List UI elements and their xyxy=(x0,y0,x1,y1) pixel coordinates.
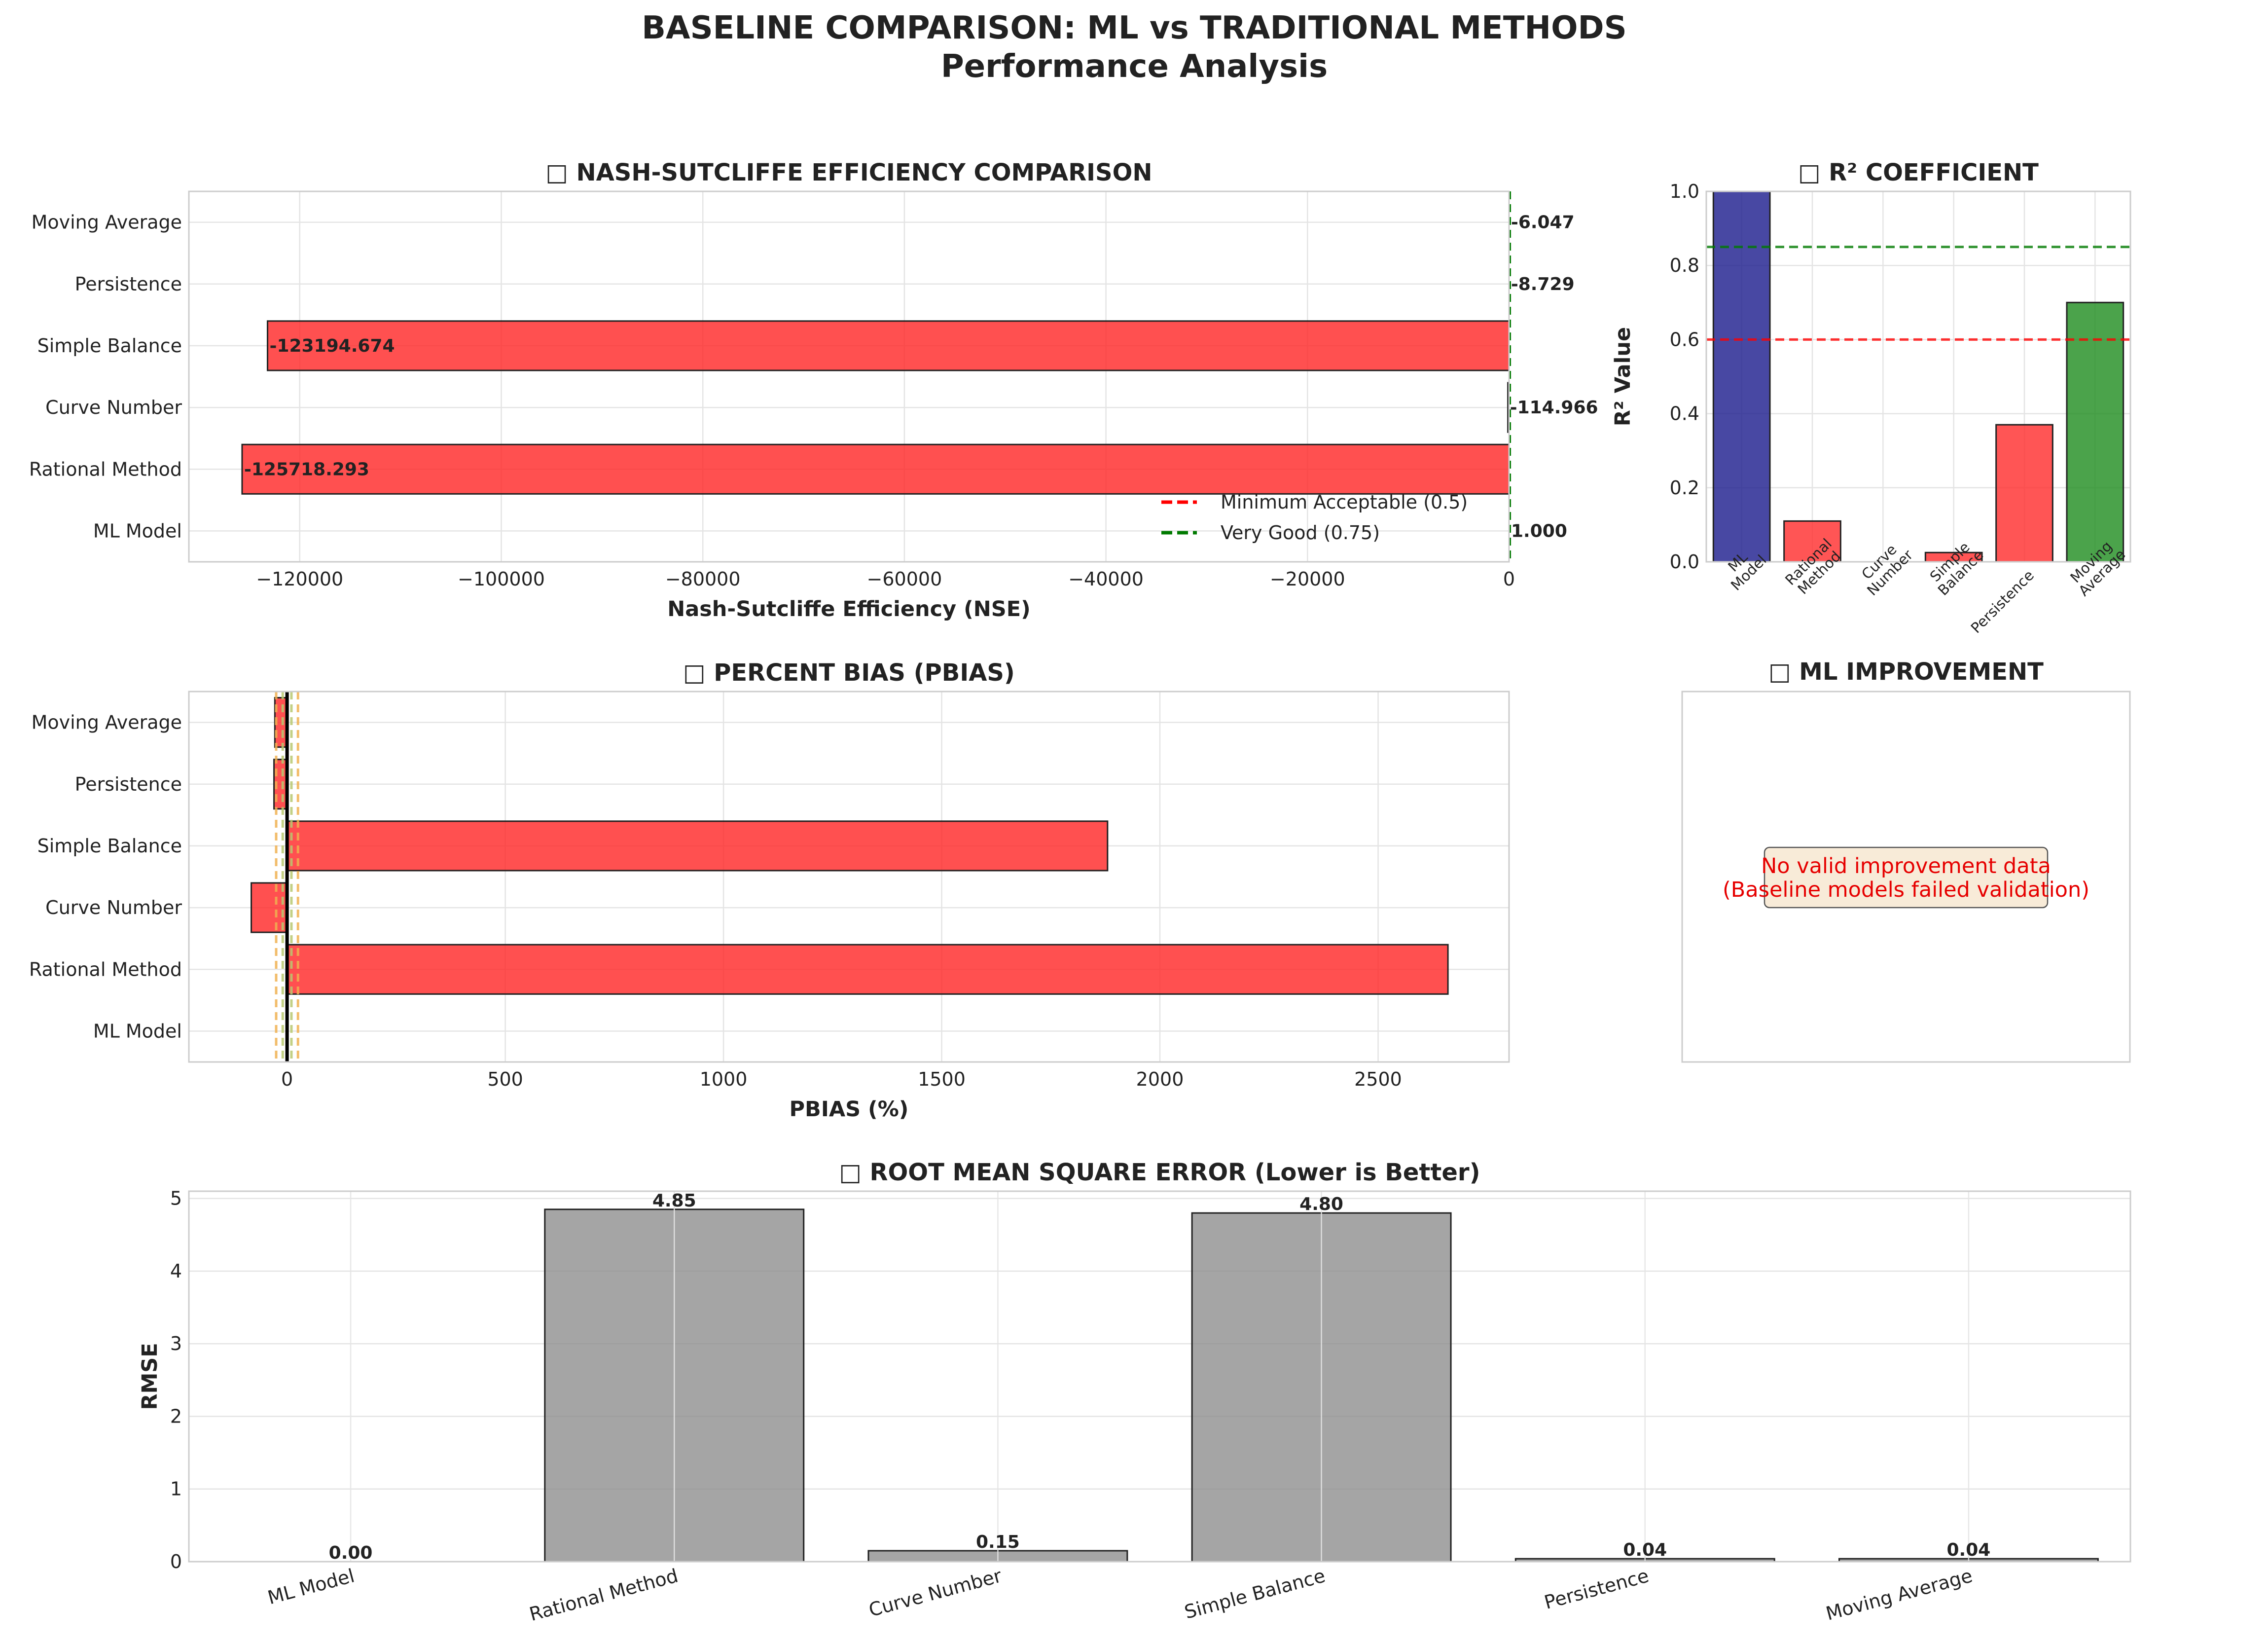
pbias-xlabel: PBIAS (%) xyxy=(790,1097,909,1122)
rmse-ytick-label: 0 xyxy=(170,1551,182,1572)
improvement-panel: □ ML IMPROVEMENT No valid improvement da… xyxy=(1681,658,2131,1063)
r2-bar-4 xyxy=(1995,424,2053,563)
nse-panel: □ NASH-SUTCLIFFE EFFICIENCY COMPARISON −1… xyxy=(29,159,1598,621)
figure-title: BASELINE COMPARISON: ML vs TRADITIONAL M… xyxy=(642,10,1626,46)
improvement-frame xyxy=(1681,691,2131,1063)
rmse-ytick-label: 3 xyxy=(170,1333,182,1354)
nse-xtick-label: −40000 xyxy=(1068,568,1144,590)
r2-ytick-label: 0.4 xyxy=(1670,403,1699,425)
pbias-ytick-label: ML Model xyxy=(93,1020,182,1042)
r2-bar-0 xyxy=(1712,190,1771,563)
rmse-xtick-label: Moving Average xyxy=(1824,1565,1975,1625)
pbias-title: □ PERCENT BIAS (PBIAS) xyxy=(683,659,1015,687)
improvement-message-line2: (Baseline models failed validation) xyxy=(1723,877,2089,902)
rmse-value-label: 0.15 xyxy=(976,1532,1020,1552)
nse-xtick-label: −100000 xyxy=(458,568,545,590)
rmse-ytick-label: 5 xyxy=(170,1188,182,1209)
nse-value-label: -6.047 xyxy=(1511,213,1575,233)
nse-legend-label-1: Very Good (0.75) xyxy=(1221,522,1380,544)
rmse-title: □ ROOT MEAN SQUARE ERROR (Lower is Bette… xyxy=(839,1159,1480,1186)
pbias-ytick-label: Simple Balance xyxy=(37,835,182,857)
r2-ytick-label: 0.8 xyxy=(1670,255,1699,276)
nse-ytick-label: ML Model xyxy=(93,520,182,542)
pbias-ytick-label: Persistence xyxy=(75,773,182,795)
rmse-ylabel: RMSE xyxy=(138,1343,162,1410)
pbias-xtick-label: 2500 xyxy=(1354,1068,1402,1090)
nse-value-label: -123194.674 xyxy=(270,336,395,356)
r2-bar-5 xyxy=(2066,301,2124,563)
rmse-xtick-label: ML Model xyxy=(265,1565,357,1608)
nse-bar-3 xyxy=(267,320,1510,371)
r2-title: □ R² COEFFICIENT xyxy=(1798,159,2039,186)
nse-xtick-label: −80000 xyxy=(665,568,741,590)
rmse-value-label: 0.00 xyxy=(329,1543,373,1563)
rmse-frame xyxy=(188,1190,2131,1563)
nse-ytick-label: Rational Method xyxy=(29,458,182,480)
pbias-ytick-label: Curve Number xyxy=(45,897,182,918)
nse-title: □ NASH-SUTCLIFFE EFFICIENCY COMPARISON xyxy=(545,159,1152,186)
rmse-value-label: 0.04 xyxy=(1947,1540,1991,1560)
pbias-xtick-label: 1000 xyxy=(700,1068,748,1090)
pbias-panel: □ PERCENT BIAS (PBIAS) 0 500 1000 1500 2000 25… xyxy=(29,659,1510,1122)
rmse-xtick-label: Curve Number xyxy=(866,1565,1004,1621)
nse-ytick-label: Simple Balance xyxy=(37,335,182,357)
r2-ytick-label: 0.2 xyxy=(1670,477,1699,499)
nse-value-label: 1.000 xyxy=(1511,521,1567,541)
rmse-ytick-label: 2 xyxy=(170,1405,182,1427)
nse-xtick-label: −120000 xyxy=(256,568,343,590)
rmse-ytick-label: 4 xyxy=(170,1260,182,1282)
pbias-bar-3 xyxy=(286,820,1109,872)
pbias-xtick-label: 500 xyxy=(487,1068,523,1090)
nse-xtick-label: 0 xyxy=(1503,568,1515,590)
nse-value-label: -8.729 xyxy=(1511,274,1575,294)
pbias-bar-2 xyxy=(251,882,288,933)
pbias-ytick-label: Rational Method xyxy=(29,958,182,980)
r2-ylabel: R² Value xyxy=(1611,327,1635,426)
improvement-title: □ ML IMPROVEMENT xyxy=(1768,658,2044,686)
r2-ytick-label: 0.0 xyxy=(1670,551,1699,573)
nse-value-label: -114.966 xyxy=(1510,398,1598,418)
r2-xtick-label: CurveNumber xyxy=(1853,536,1916,599)
pbias-xtick-label: 2000 xyxy=(1136,1068,1184,1090)
nse-value-label: -125718.293 xyxy=(244,459,369,479)
r2-xtick-label: SimpleBalance xyxy=(1924,536,1987,599)
pbias-frame xyxy=(188,691,1510,1063)
nse-ytick-label: Curve Number xyxy=(45,397,182,418)
nse-legend-label-0: Minimum Acceptable (0.5) xyxy=(1221,491,1468,513)
nse-frame xyxy=(188,190,1510,563)
r2-frame xyxy=(1705,190,2131,563)
r2-ytick-label: 0.6 xyxy=(1670,329,1699,350)
nse-xtick-label: −20000 xyxy=(1270,568,1345,590)
improvement-message-line1: No valid improvement data xyxy=(1761,854,2051,878)
r2-xtick-label-line: Persistence xyxy=(1968,567,2037,636)
r2-xtick-label: Persistence xyxy=(1968,567,2037,636)
pbias-xtick-label: 1500 xyxy=(918,1068,966,1090)
rmse-xtick-label: Persistence xyxy=(1542,1565,1651,1613)
rmse-value-label: 4.80 xyxy=(1299,1194,1343,1214)
rmse-xtick-label: Simple Balance xyxy=(1182,1565,1328,1623)
nse-ytick-label: Persistence xyxy=(75,273,182,295)
rmse-value-label: 0.04 xyxy=(1623,1540,1667,1560)
rmse-panel: □ ROOT MEAN SQUARE ERROR (Lower is Bette… xyxy=(138,1159,2131,1625)
nse-xtick-label: −60000 xyxy=(867,568,942,590)
pbias-bar-1 xyxy=(286,944,1449,995)
nse-xlabel: Nash-Sutcliffe Efficiency (NSE) xyxy=(667,597,1031,621)
pbias-xtick-label: 0 xyxy=(281,1068,293,1090)
nse-ytick-label: Moving Average xyxy=(32,212,182,233)
figure-subtitle: Performance Analysis xyxy=(941,48,1328,85)
r2-bar-1 xyxy=(1783,520,1841,563)
pbias-ytick-label: Moving Average xyxy=(32,712,182,733)
r2-panel: □ R² COEFFICIENT0.00.20.40.60.81.0MLMode… xyxy=(1611,159,2131,636)
improvement-message-box xyxy=(1764,846,2049,909)
r2-ytick-label: 1.0 xyxy=(1670,181,1699,202)
rmse-xtick-label: Rational Method xyxy=(527,1565,681,1625)
rmse-ytick-label: 1 xyxy=(170,1478,182,1500)
rmse-value-label: 4.85 xyxy=(652,1191,696,1211)
nse-bar-1 xyxy=(241,443,1510,495)
